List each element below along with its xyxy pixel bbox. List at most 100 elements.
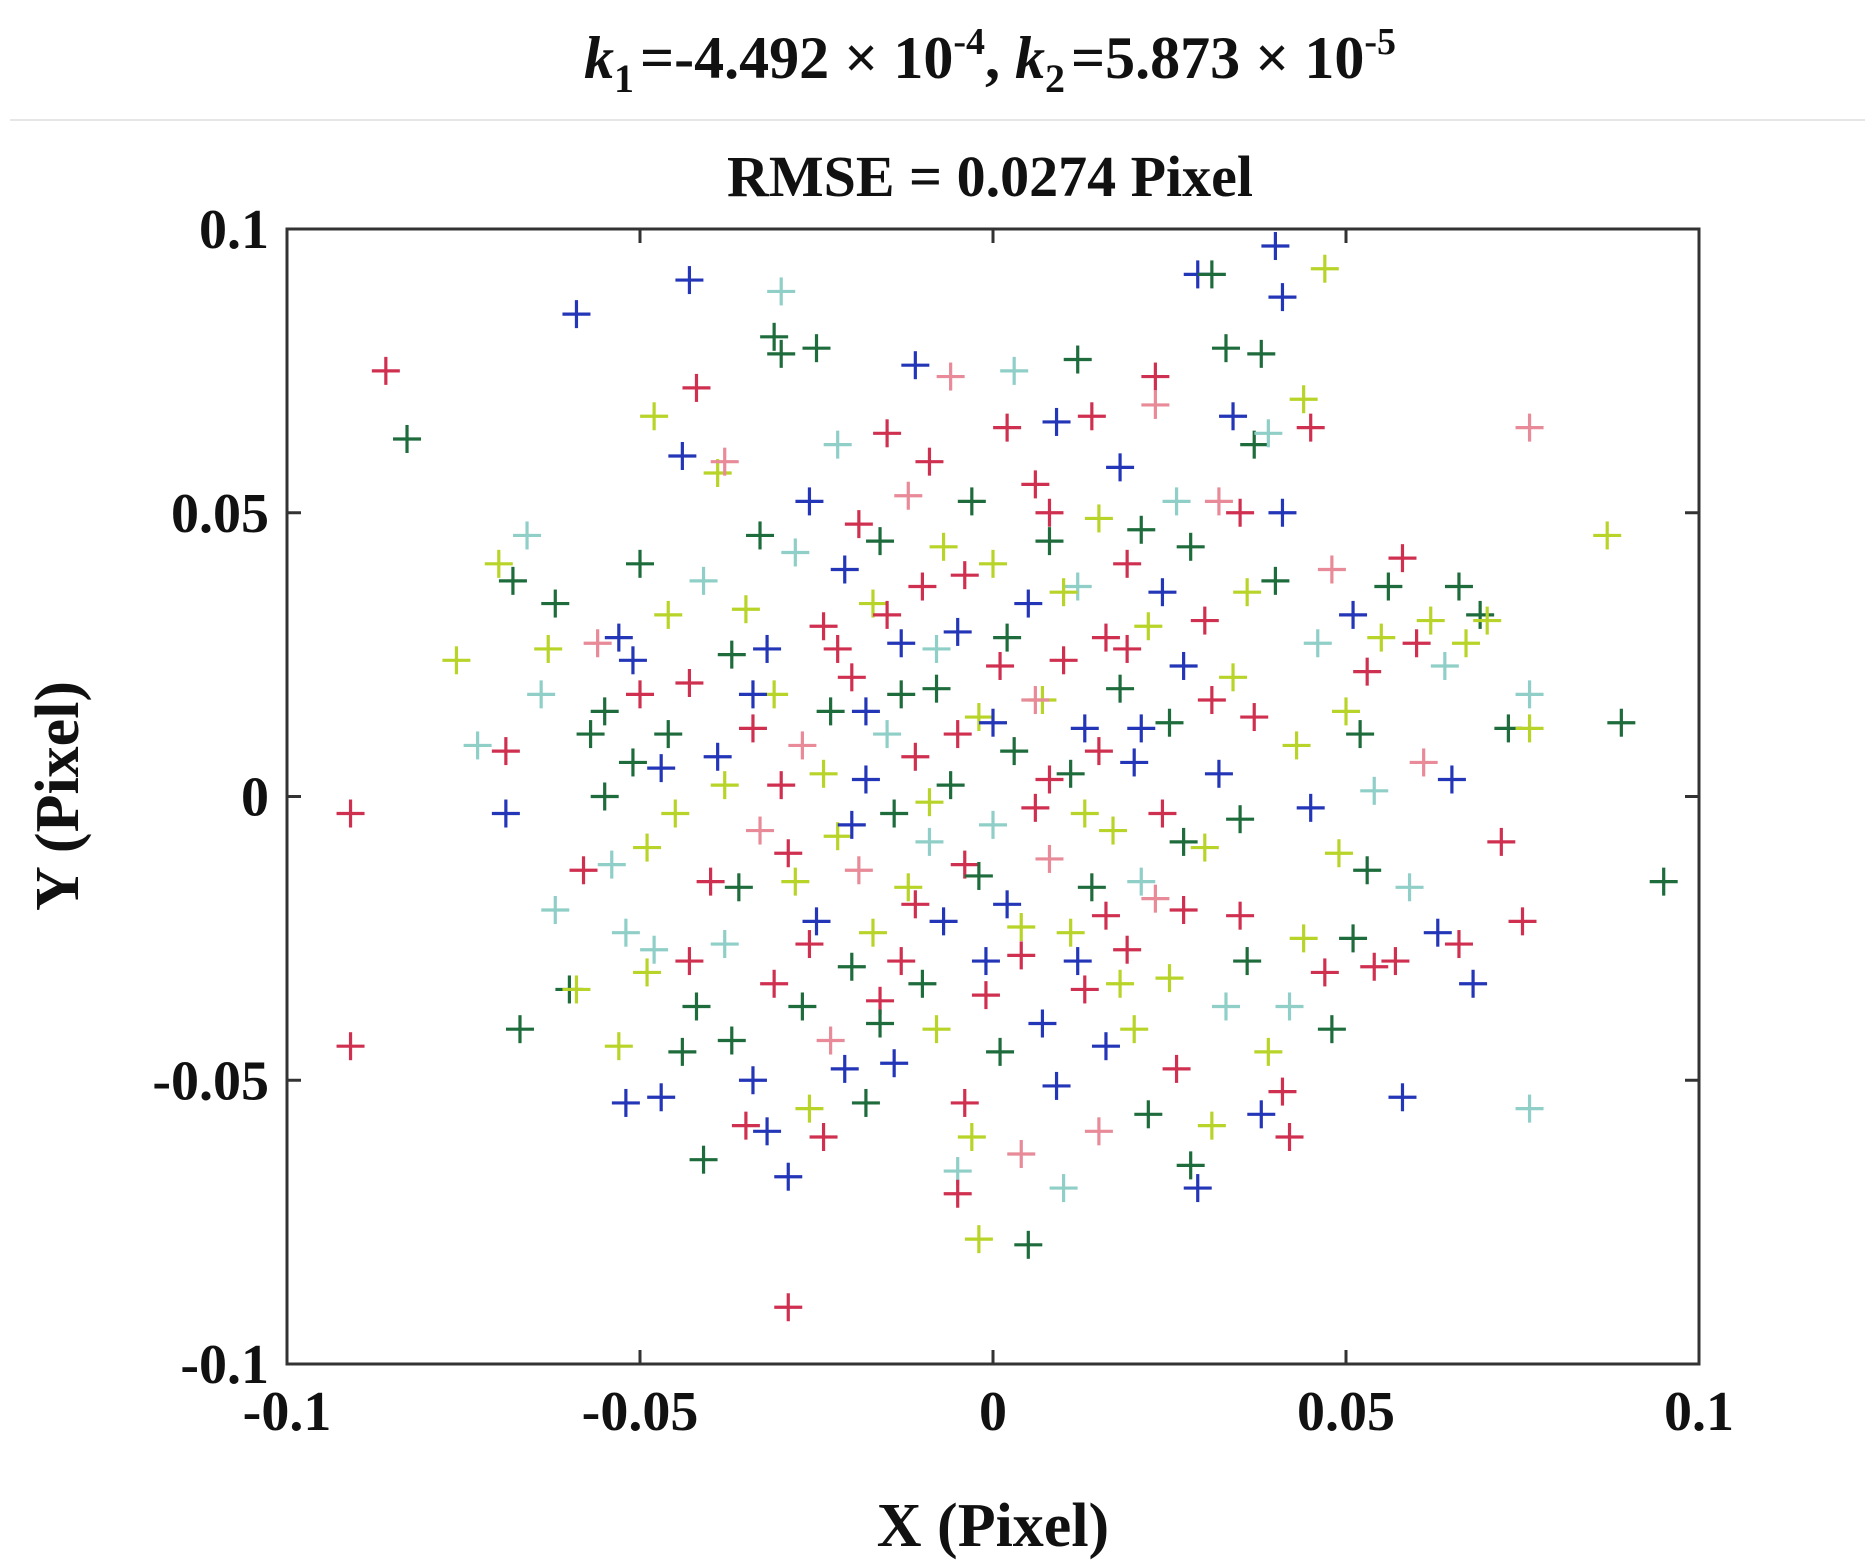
data-point [1211,992,1240,1021]
x-axis-label: X (Pixel) [877,1492,1109,1560]
data-point [993,623,1022,652]
data-point [1360,776,1389,805]
data-point [562,975,591,1004]
data-point [788,731,817,760]
data-point [1014,1230,1043,1259]
data-point [491,799,520,828]
data-point [1268,498,1297,527]
data-point [1063,345,1092,374]
data-point [809,1123,838,1151]
data-point [986,1037,1015,1066]
data-point [957,487,986,516]
data-point [1169,827,1198,856]
data-point [534,634,563,663]
data-markers [336,232,1678,1322]
data-point [823,822,852,851]
data-point [654,720,683,749]
data-point [866,527,895,556]
data-point [1593,521,1622,550]
title-separator: , [985,25,1015,91]
data-point [541,896,570,924]
data-point [767,771,796,800]
x-tick-label: 0.05 [1297,1381,1395,1443]
data-point [717,1026,746,1055]
data-point [1063,572,1092,601]
data-point [1360,952,1389,981]
data-point [710,771,739,800]
data-point [661,799,690,828]
data-point [774,1293,803,1322]
data-point [1007,913,1036,942]
data-point [809,759,838,788]
data-point [1275,992,1304,1021]
data-point [710,447,739,476]
data-point [1000,356,1029,385]
data-point [710,930,739,959]
data-point [1091,623,1120,652]
data-point [738,714,767,743]
data-point [1084,737,1113,766]
data-point [788,992,817,1021]
data-point [1127,714,1156,743]
data-point [1282,731,1311,760]
data-point [1487,827,1516,856]
data-point [717,640,746,669]
data-point [986,651,1015,680]
data-point [1247,339,1276,368]
data-point [746,521,775,550]
data-point [979,708,1007,737]
data-point [1268,1077,1297,1106]
data-point [1084,1117,1113,1146]
data-point [1353,657,1382,686]
data-point [1035,765,1064,794]
data-point [541,589,570,618]
data-point [851,1088,880,1117]
data-point [463,731,492,760]
data-point [1190,606,1219,635]
data-point [809,612,838,641]
data-point [1134,612,1163,641]
data-point [1091,901,1120,930]
title-k1-symbol: k [584,25,614,91]
data-point [950,561,979,590]
data-point [993,890,1022,919]
data-point [802,334,831,363]
data-point [957,1123,986,1151]
data-point [1240,703,1269,732]
x-tick-label: 0 [979,1381,1007,1443]
data-point [950,850,979,879]
data-point [1226,901,1255,930]
data-point [1395,873,1424,902]
data-point [1296,413,1325,442]
data-point [1402,629,1431,658]
data-point [513,521,542,550]
x-tick-label: 0.1 [1664,1381,1734,1443]
data-point [1127,867,1156,896]
title-k1-value: =-4.492 × 10 [640,25,953,91]
data-point [760,969,789,998]
data-point [569,856,598,885]
data-point [781,538,810,567]
data-point [576,720,605,749]
data-point [604,623,633,652]
data-point [1466,600,1495,629]
data-point [781,867,810,896]
data-point [731,1111,760,1140]
y-axis-label: Y (Pixel) [24,681,92,911]
data-point [964,1225,993,1254]
chart-subtitle: RMSE = 0.0274 Pixel [727,144,1253,209]
data-point [1148,799,1177,828]
data-point [626,680,654,709]
y-tick-label: 0.05 [171,483,269,545]
data-point [1141,884,1170,913]
data-point [1261,566,1290,595]
data-point [1289,924,1318,953]
data-point [837,952,866,981]
data-point [1346,720,1375,749]
data-point [1049,578,1078,607]
data-point [915,447,944,476]
data-point [753,634,782,663]
data-point [922,1015,951,1044]
data-point [675,266,704,295]
